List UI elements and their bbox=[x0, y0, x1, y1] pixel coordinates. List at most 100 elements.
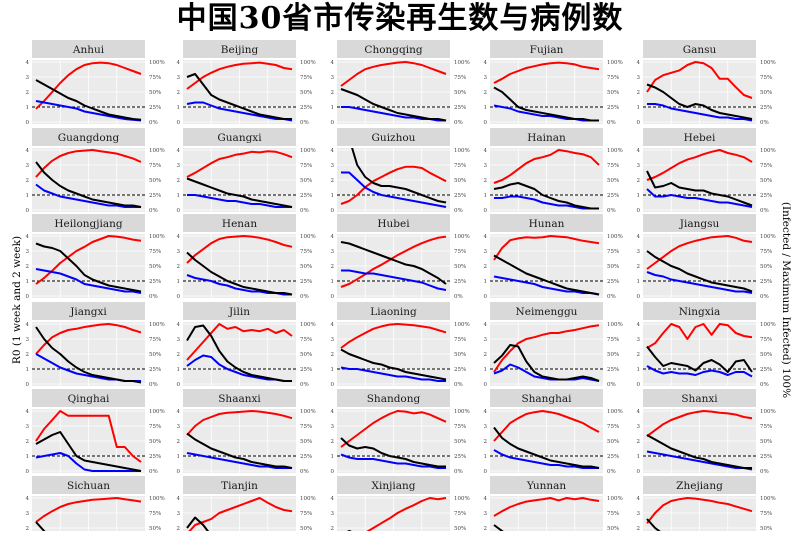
infected-ratio-line bbox=[493, 61, 600, 84]
infected-ratio-line bbox=[340, 410, 447, 448]
facet-strip bbox=[643, 128, 756, 146]
left-tick-label: 0 bbox=[177, 382, 181, 388]
infected-ratio-line bbox=[340, 235, 447, 288]
left-tick-label: 2 bbox=[26, 439, 30, 445]
facet-strip bbox=[337, 128, 450, 146]
right-tick-label: 0% bbox=[607, 382, 616, 388]
right-tick-label: 50% bbox=[454, 178, 466, 184]
right-tick-label: 75% bbox=[300, 163, 312, 169]
right-tick-label: 0% bbox=[760, 120, 769, 126]
facet-strip bbox=[643, 389, 756, 407]
left-tick-label: 1 bbox=[484, 105, 488, 111]
infected-ratio-line bbox=[340, 61, 447, 87]
right-tick-label: 25% bbox=[607, 367, 619, 373]
left-tick-label: 1 bbox=[637, 279, 641, 285]
left-tick-label: 4 bbox=[177, 148, 181, 154]
right-tick-label: 75% bbox=[300, 511, 312, 517]
left-tick-label: 2 bbox=[484, 439, 488, 445]
right-tick-label: 50% bbox=[149, 439, 161, 445]
right-tick-label: 100% bbox=[607, 409, 623, 415]
left-tick-label: 3 bbox=[26, 511, 30, 517]
right-tick-label: 25% bbox=[454, 367, 466, 373]
panel-tianjin: Tianjin 2 3 4 50% 75% 100% bbox=[177, 476, 316, 532]
left-tick-label: 3 bbox=[484, 424, 488, 430]
left-tick-label: 4 bbox=[484, 322, 488, 328]
right-tick-label: 25% bbox=[149, 193, 161, 199]
right-tick-label: 100% bbox=[149, 60, 165, 66]
left-tick-label: 2 bbox=[177, 178, 181, 184]
panel-xinjiang: Xinjiang 2 3 4 50% 75% 100% bbox=[331, 476, 470, 532]
facet-strip bbox=[643, 302, 756, 320]
left-tick-label: 1 bbox=[177, 279, 181, 285]
facet-strip bbox=[643, 214, 756, 232]
facet-strip bbox=[490, 476, 603, 494]
left-tick-label: 2 bbox=[177, 264, 181, 270]
right-tick-label: 75% bbox=[149, 75, 161, 81]
facet-label: Hebei bbox=[684, 132, 716, 144]
right-tick-label: 75% bbox=[607, 337, 619, 343]
infected-ratio-line bbox=[646, 410, 753, 438]
left-tick-label: 2 bbox=[331, 526, 335, 532]
right-tick-label: 75% bbox=[454, 163, 466, 169]
left-tick-label: 4 bbox=[26, 496, 30, 502]
left-tick-label: 2 bbox=[637, 439, 641, 445]
right-tick-label: 50% bbox=[300, 439, 312, 445]
right-tick-label: 25% bbox=[607, 193, 619, 199]
left-tick-label: 2 bbox=[637, 526, 641, 532]
right-tick-label: 75% bbox=[607, 75, 619, 81]
right-tick-label: 0% bbox=[760, 469, 769, 475]
infected-ratio-line bbox=[35, 323, 142, 355]
left-tick-label: 1 bbox=[177, 193, 181, 199]
right-tick-label: 25% bbox=[454, 454, 466, 460]
right-tick-label: 50% bbox=[760, 526, 772, 532]
left-tick-label: 1 bbox=[26, 279, 30, 285]
left-tick-label: 1 bbox=[26, 367, 30, 373]
left-tick-label: 4 bbox=[26, 234, 30, 240]
left-tick-label: 3 bbox=[26, 75, 30, 81]
right-tick-label: 50% bbox=[760, 439, 772, 445]
left-tick-label: 3 bbox=[26, 163, 30, 169]
right-tick-label: 100% bbox=[607, 60, 623, 66]
right-tick-label: 75% bbox=[607, 511, 619, 517]
r0-1week-line bbox=[493, 86, 599, 122]
facet-label: Xinjiang bbox=[372, 480, 416, 492]
right-tick-label: 25% bbox=[607, 454, 619, 460]
r0-1week-line bbox=[646, 83, 753, 120]
facet-label: Yunnan bbox=[526, 480, 567, 492]
panel-shaanxi: Shaanxi 0 1 2 3 4 0% 25% 50% 75% 100% bbox=[177, 389, 316, 475]
r0-2week-line bbox=[187, 194, 292, 208]
right-tick-label: 75% bbox=[454, 249, 466, 255]
facet-strip bbox=[337, 476, 450, 494]
r0-1week-line bbox=[186, 251, 293, 296]
left-tick-label: 1 bbox=[177, 454, 181, 460]
right-tick-label: 25% bbox=[300, 367, 312, 373]
left-tick-label: 0 bbox=[331, 382, 335, 388]
left-tick-label: 4 bbox=[177, 322, 181, 328]
right-tick-label: 100% bbox=[760, 60, 776, 66]
panel-shanxi: Shanxi 0 1 2 3 4 0% 25% 50% 75% 100% bbox=[637, 389, 776, 475]
left-tick-label: 3 bbox=[637, 249, 641, 255]
left-tick-label: 4 bbox=[26, 60, 30, 66]
left-tick-label: 3 bbox=[484, 249, 488, 255]
r0-2week-line bbox=[35, 183, 141, 208]
panel-neimenggu: Neimenggu 0 1 2 3 4 0% 25% 50% 75% 100% bbox=[484, 302, 623, 388]
left-tick-label: 0 bbox=[637, 120, 641, 126]
right-tick-label: 0% bbox=[149, 120, 158, 126]
left-tick-label: 3 bbox=[177, 75, 181, 81]
right-tick-label: 0% bbox=[454, 120, 463, 126]
left-tick-label: 2 bbox=[26, 352, 30, 358]
left-tick-label: 2 bbox=[484, 178, 488, 184]
facet-strip bbox=[183, 476, 296, 494]
right-tick-label: 50% bbox=[760, 178, 772, 184]
left-tick-label: 4 bbox=[637, 409, 641, 415]
r0-1week-line bbox=[646, 250, 753, 293]
r0-1week-line bbox=[35, 431, 142, 472]
facet-label: Shaanxi bbox=[218, 393, 261, 405]
right-tick-label: 0% bbox=[149, 208, 158, 214]
left-tick-label: 4 bbox=[637, 322, 641, 328]
left-tick-label: 0 bbox=[26, 382, 30, 388]
r0-1week-line bbox=[35, 161, 142, 208]
left-tick-label: 2 bbox=[177, 90, 181, 96]
right-tick-label: 50% bbox=[760, 352, 772, 358]
